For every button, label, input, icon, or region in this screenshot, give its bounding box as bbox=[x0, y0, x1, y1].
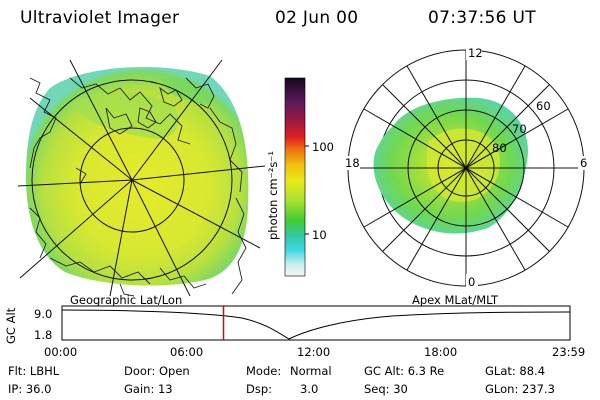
mlt-label-6: 6 bbox=[580, 156, 588, 170]
time-label: 07:37:56 UT bbox=[428, 8, 536, 28]
mlat-mlt-polar-map bbox=[338, 46, 594, 288]
timeline-xtick-0000: 00:00 bbox=[44, 345, 78, 359]
gain-info: Gain: 13 bbox=[124, 382, 173, 396]
geographic-map bbox=[17, 59, 266, 297]
ip-info: IP: 36.0 bbox=[8, 382, 52, 396]
colorbar-tick-100: 100 bbox=[312, 140, 334, 154]
timeline-ylabel: GC Alt bbox=[4, 307, 18, 344]
orbit-timeline bbox=[61, 305, 571, 341]
colorbar-tick-10: 10 bbox=[312, 228, 327, 242]
seq-info: Seq: 30 bbox=[364, 382, 408, 396]
aurora-image-left bbox=[26, 66, 249, 286]
mlat-label-60: 60 bbox=[536, 99, 551, 113]
color-bar bbox=[284, 77, 309, 277]
mlt-label-0: 0 bbox=[468, 275, 476, 289]
latitude-circles bbox=[31, 79, 233, 281]
colorbar-unit-label: photon cm⁻²s⁻¹ bbox=[266, 151, 280, 240]
apex-caption: Apex MLat/MLT bbox=[412, 293, 499, 307]
date-label: 02 Jun 00 bbox=[275, 8, 359, 28]
timeline-xtick-1200: 12:00 bbox=[297, 345, 331, 359]
mlat-label-80: 80 bbox=[492, 141, 507, 155]
glat-info: GLat: 88.4 bbox=[485, 364, 546, 378]
dsp-label: Dsp: bbox=[246, 382, 273, 396]
filter-info: Flt: LBHL bbox=[8, 364, 60, 378]
timeline-ytick-9: 9.0 bbox=[34, 307, 53, 321]
mlt-label-12: 12 bbox=[468, 46, 483, 60]
meridians bbox=[17, 59, 266, 297]
mlt-label-18: 18 bbox=[345, 156, 360, 170]
orbit-altitude-curve bbox=[61, 309, 571, 340]
timeline-ytick-1-8: 1.8 bbox=[34, 328, 53, 342]
timeline-xtick-2359: 23:59 bbox=[552, 345, 586, 359]
mode-value: Normal bbox=[290, 364, 332, 378]
gc-alt-info: GC Alt: 6.3 Re bbox=[364, 364, 445, 378]
door-info: Door: Open bbox=[124, 364, 190, 378]
app-title: Ultraviolet Imager bbox=[20, 8, 180, 28]
glon-info: GLon: 237.3 bbox=[485, 382, 555, 396]
mode-label: Mode: bbox=[246, 364, 282, 378]
dsp-value: 3.0 bbox=[300, 382, 319, 396]
timeline-xtick-1800: 18:00 bbox=[424, 345, 458, 359]
coastlines bbox=[29, 77, 247, 297]
mlat-label-70: 70 bbox=[512, 122, 527, 136]
geographic-caption: Geographic Lat/Lon bbox=[70, 293, 183, 307]
mlt-lines bbox=[348, 50, 584, 286]
timeline-xtick-0600: 06:00 bbox=[170, 345, 204, 359]
